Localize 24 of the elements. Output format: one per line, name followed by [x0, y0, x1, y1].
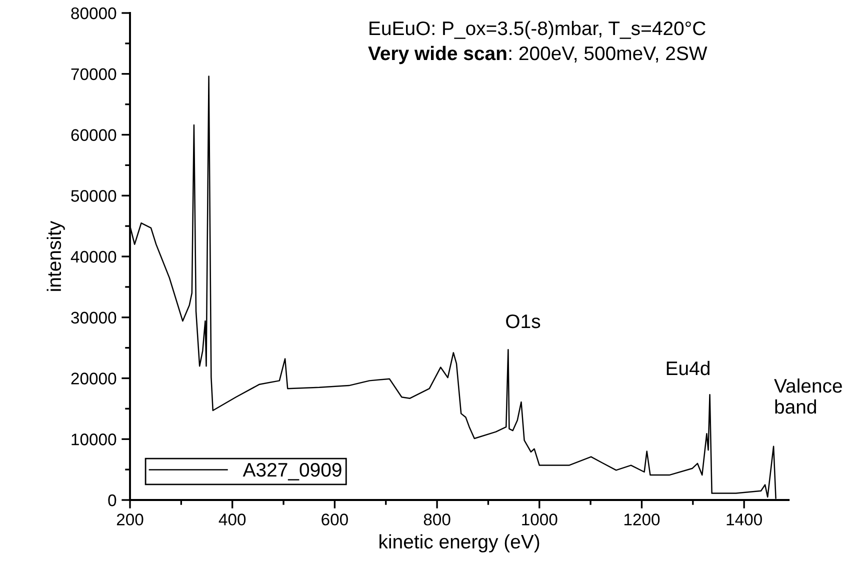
- y-axis-title: intensity: [46, 220, 65, 291]
- x-tick-label: 600: [322, 514, 348, 526]
- y-tick-label: 20000: [71, 372, 116, 384]
- y-tick-label: 0: [108, 494, 116, 506]
- y-tick-label: 10000: [72, 434, 116, 446]
- annotation: Eu4d: [666, 360, 710, 376]
- x-tick-label: 1000: [522, 514, 558, 526]
- x-axis-title: kinetic energy (eV): [380, 534, 540, 552]
- y-tick-label: 80000: [71, 7, 116, 20]
- x-tick-label: 400: [218, 514, 246, 526]
- x-tick-label: 200: [116, 514, 144, 526]
- x-tick-label: 800: [424, 514, 450, 526]
- x-tick-label: 1200: [624, 514, 660, 526]
- y-tick-label: 60000: [71, 129, 116, 141]
- y-tick-label: 30000: [71, 312, 116, 324]
- chart-title: EuEuO: P_ox=3.5(-8)mbar, T_s=420°C: [370, 20, 706, 40]
- annotation: Valence band: [774, 378, 842, 414]
- text: Very wide scan: 200eV, 500meV, 2SW: [368, 46, 708, 64]
- y-tick-label: 40000: [70, 250, 116, 263]
- x-tick-label: 1400: [726, 514, 762, 526]
- y-tick-label: 70000: [71, 68, 116, 80]
- y-tick-label: 50000: [71, 190, 116, 202]
- annotation: O1s: [506, 314, 540, 328]
- legend-label: A327_0909: [242, 462, 342, 480]
